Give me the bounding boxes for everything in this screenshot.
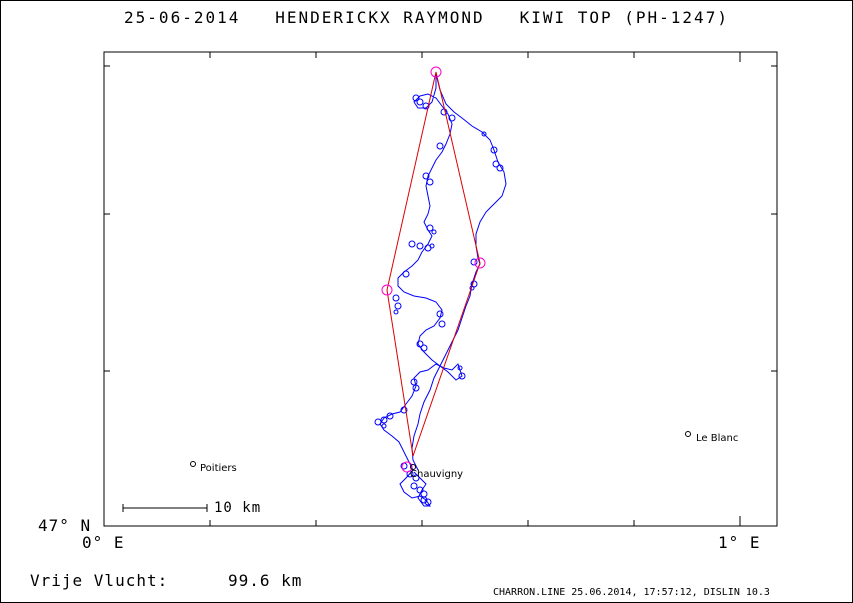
flight-title: 25-06-2014 HENDERICKX RAYMOND KIWI TOP (…: [0, 8, 853, 27]
flight-track: [379, 74, 463, 471]
turnpoint-start: [401, 461, 413, 473]
flight-track-final: [399, 469, 431, 507]
place-marker-chauvigny: [410, 464, 416, 470]
latitude-label: 47° N: [38, 516, 92, 535]
glider-name: KIWI TOP (PH-1247): [519, 8, 729, 27]
flight-track-east: [411, 73, 507, 471]
plot-frame: [103, 51, 778, 527]
place-label-le-blanc: Le Blanc: [696, 433, 738, 444]
place-marker-poitiers: [190, 461, 196, 467]
scale-bar-label: 10 km: [214, 500, 262, 516]
pilot-name: HENDERICKX RAYMOND: [275, 8, 485, 27]
turnpoint-1: [430, 66, 442, 78]
task-route: [386, 71, 481, 457]
axis-ticks: [103, 52, 777, 526]
turnpoint-3: [381, 284, 393, 296]
place-label-chauvigny: Chauvigny: [410, 469, 463, 480]
free-flight-distance: 99.6 km: [228, 571, 303, 590]
turnpoint-2: [474, 257, 486, 269]
turnpoints: [381, 66, 486, 473]
thermal-circles: [374, 94, 504, 506]
scale-bar: [122, 504, 208, 512]
longitude-right-label: 1° E: [718, 533, 761, 552]
place-marker-le-blanc: [685, 431, 691, 437]
free-flight-label: Vrije Vlucht:: [30, 571, 169, 590]
longitude-left-label: 0° E: [82, 533, 125, 552]
place-label-poitiers: Poitiers: [200, 463, 237, 474]
footer-info: CHARRON.LINE 25.06.2014, 17:57:12, DISLI…: [493, 587, 770, 598]
flight-date: 25-06-2014: [124, 8, 241, 27]
